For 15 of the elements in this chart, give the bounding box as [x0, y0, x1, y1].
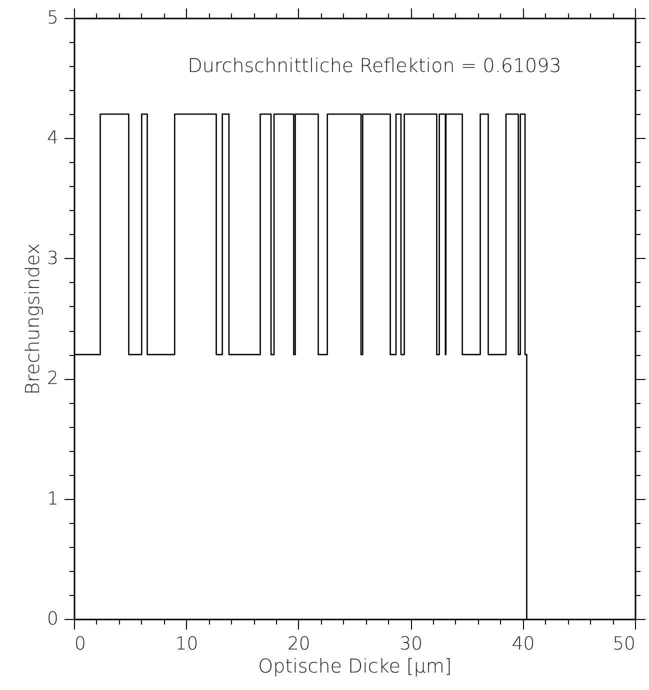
x-tick-label: 40 — [512, 634, 535, 654]
x-tick-label: 0 — [74, 634, 86, 654]
x-tick-label: 50 — [612, 634, 636, 654]
x-axis-title: Optische Dicke [μm] — [258, 656, 452, 678]
x-tick-label: 30 — [400, 634, 423, 654]
x-tick-label: 10 — [175, 634, 198, 654]
x-tick-label: 20 — [287, 634, 310, 654]
y-tick-label: 4 — [47, 128, 58, 149]
y-tick-label: 2 — [47, 368, 58, 390]
y-tick-label: 0 — [47, 608, 58, 630]
y-tick-label: 5 — [47, 8, 58, 28]
annotation: Durchschnittliche Reflektion = 0.61093 — [188, 55, 562, 77]
y-tick-label: 1 — [47, 488, 58, 510]
y-axis-title: Brechungsindex — [22, 243, 44, 395]
y-tick-label: 3 — [47, 248, 58, 269]
